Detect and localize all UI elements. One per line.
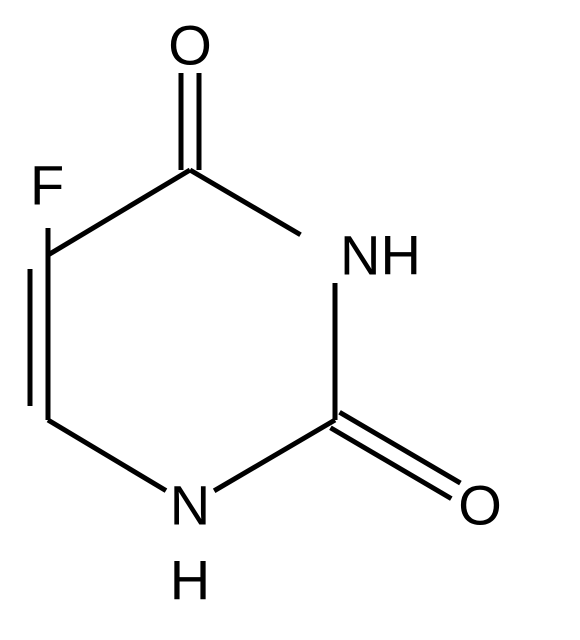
bond-line (190, 170, 300, 235)
atom-label-n1-h: H (170, 549, 210, 612)
bond-line (214, 420, 335, 491)
atom-label-o4: O (168, 14, 212, 77)
atom-label-f5: F (30, 154, 64, 217)
atom-label-n3: NH (340, 224, 421, 287)
bond-line (48, 170, 190, 255)
atom-label-n1: N (170, 474, 210, 537)
labels-group: NH NH O O F (30, 14, 502, 612)
bond-line (340, 412, 461, 483)
molecule-diagram: NH NH O O F (0, 0, 580, 640)
atom-label-o2: O (458, 474, 502, 537)
bond-line (330, 428, 451, 499)
bond-line (48, 420, 166, 491)
